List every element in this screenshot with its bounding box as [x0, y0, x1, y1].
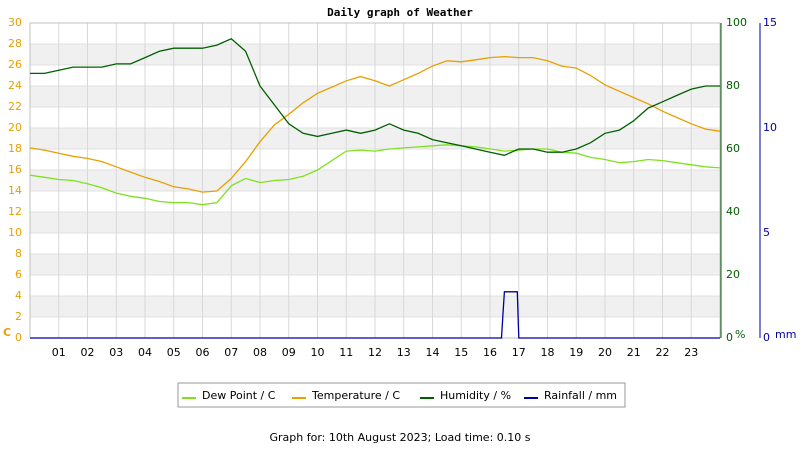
y-tick-label: 14	[8, 184, 22, 197]
y-tick-label: 26	[8, 58, 22, 71]
y2-tick-label: 0	[726, 331, 733, 344]
y2-tick-label: 60	[726, 142, 740, 155]
y2-tick-label: 80	[726, 79, 740, 92]
y-tick-label: 0	[15, 331, 22, 344]
chart-title: Daily graph of Weather	[327, 6, 473, 19]
y-tick-label: 16	[8, 163, 22, 176]
x-tick-label: 21	[627, 346, 641, 359]
x-tick-label: 04	[138, 346, 152, 359]
y-tick-label: 28	[8, 37, 22, 50]
y2-tick-label: 100	[726, 16, 747, 29]
y-tick-label: 18	[8, 142, 22, 155]
x-tick-label: 08	[253, 346, 267, 359]
x-tick-label: 13	[397, 346, 411, 359]
x-tick-label: 07	[224, 346, 238, 359]
legend-box	[177, 382, 626, 408]
y-tick-label: 12	[8, 205, 22, 218]
x-tick-label: 23	[684, 346, 698, 359]
legend-label: Dew Point / C	[202, 389, 276, 402]
y-tick-label: 20	[8, 121, 22, 134]
y2-axis-label: %	[735, 328, 745, 341]
x-tick-label: 05	[167, 346, 181, 359]
y3-axis-label: mm	[775, 328, 796, 341]
y3-tick-label: 15	[763, 16, 777, 29]
y-tick-label: 10	[8, 226, 22, 239]
legend-label: Humidity / %	[440, 389, 511, 402]
y2-tick-label: 40	[726, 205, 740, 218]
y-tick-label: 30	[8, 16, 22, 29]
x-tick-label: 06	[196, 346, 210, 359]
x-tick-label: 20	[598, 346, 612, 359]
y3-tick-label: 0	[763, 331, 770, 344]
x-tick-label: 11	[339, 346, 353, 359]
x-tick-label: 09	[282, 346, 296, 359]
legend-label: Rainfall / mm	[544, 389, 617, 402]
series-line	[30, 38, 720, 156]
x-tick-label: 10	[311, 346, 325, 359]
series-line	[30, 291, 720, 339]
x-tick-label: 16	[483, 346, 497, 359]
series-line	[29, 144, 721, 206]
x-tick-label: 18	[541, 346, 555, 359]
y2-tick-label: 20	[726, 268, 740, 281]
y-tick-label: 24	[8, 79, 22, 92]
y-tick-label: 4	[15, 289, 22, 302]
x-tick-label: 12	[368, 346, 382, 359]
x-tick-label: 01	[52, 346, 66, 359]
x-tick-label: 15	[454, 346, 468, 359]
y-tick-label: 2	[15, 310, 22, 323]
y3-tick-label: 10	[763, 121, 777, 134]
x-tick-label: 02	[81, 346, 95, 359]
footer: Graph for: 10th August 2023; Load time: …	[270, 431, 531, 444]
x-tick-label: 19	[569, 346, 583, 359]
legend-label: Temperature / C	[311, 389, 400, 402]
y3-tick-label: 5	[763, 226, 770, 239]
y-tick-label: 22	[8, 100, 22, 113]
y-axis-label: C	[3, 326, 11, 339]
series-line	[29, 55, 721, 193]
x-tick-label: 14	[426, 346, 440, 359]
y-tick-label: 6	[15, 268, 22, 281]
y-tick-label: 8	[15, 247, 22, 260]
x-tick-label: 17	[512, 346, 526, 359]
x-tick-label: 22	[656, 346, 670, 359]
x-tick-label: 03	[109, 346, 123, 359]
